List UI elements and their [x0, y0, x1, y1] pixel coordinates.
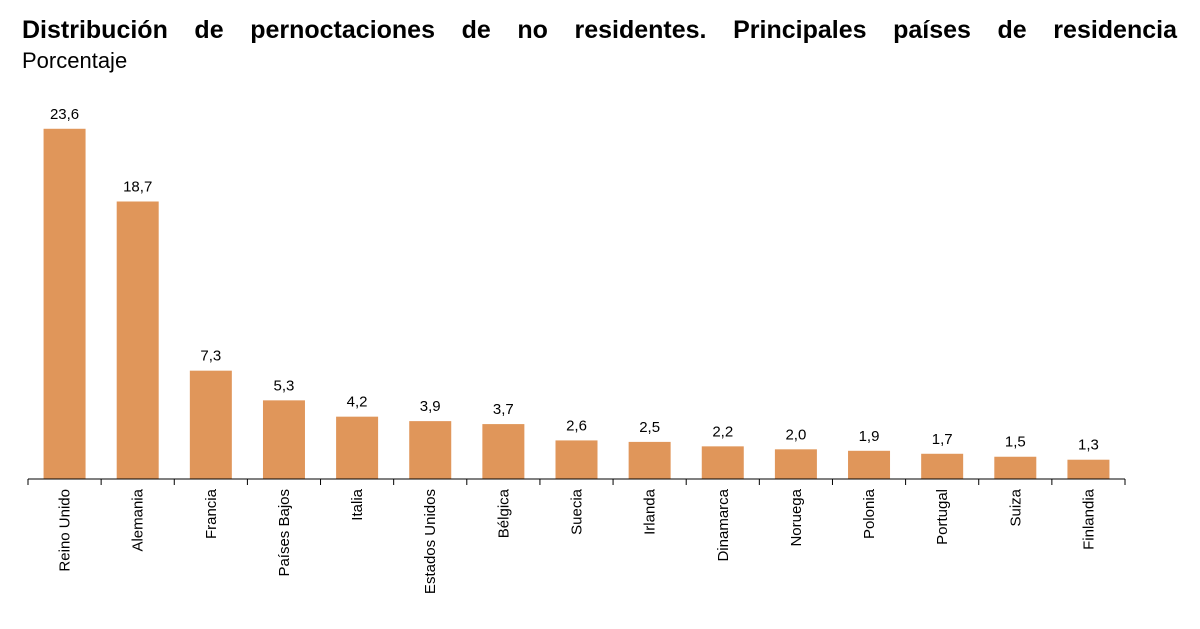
bar-francia: [189, 370, 232, 479]
data-label: 3,7: [493, 401, 514, 418]
category-label: Portugal: [934, 489, 951, 545]
chart-subtitle: Porcentaje: [22, 48, 128, 73]
bar-polonia: [848, 450, 891, 479]
data-label: 4,2: [347, 394, 368, 411]
bar-bélgica: [482, 424, 525, 479]
data-label: 3,9: [420, 398, 441, 415]
data-label: 2,6: [566, 417, 587, 434]
bar-noruega: [774, 449, 817, 479]
data-labels-group: 23,6 18,7 7,3 5,3 4,2 3,9 3,7 2,6 2,5 2,2 2,0 1,9 1,…: [50, 106, 1099, 454]
category-label: Irlanda: [642, 488, 659, 535]
category-label: Noruega: [788, 488, 805, 546]
category-label: Polonia: [861, 488, 878, 539]
bar-italia: [336, 416, 379, 479]
bar-dinamarca: [701, 446, 744, 479]
data-label: 7,3: [200, 348, 221, 365]
bar-portugal: [921, 453, 964, 479]
category-label: Francia: [203, 488, 220, 539]
data-label: 1,3: [1078, 437, 1099, 454]
category-label: Estados Unidos: [422, 489, 439, 594]
bar-finlandia: [1067, 459, 1110, 479]
category-label: Reino Unido: [57, 489, 74, 572]
data-label: 2,5: [639, 419, 660, 436]
category-label: Italia: [349, 488, 366, 520]
data-label: 1,9: [859, 428, 880, 445]
bar-suiza: [994, 456, 1037, 479]
bars-group: [43, 128, 1110, 479]
data-label: 5,3: [274, 377, 295, 394]
category-label: Suecia: [569, 488, 586, 535]
category-label: Bélgica: [495, 488, 512, 538]
category-label: Suiza: [1007, 488, 1024, 526]
bar-irlanda: [628, 441, 671, 479]
data-label: 2,2: [712, 423, 733, 440]
data-label: 23,6: [50, 106, 79, 123]
category-label: Países Bajos: [276, 489, 293, 577]
chart-title: Distribución de pernoctaciones de no res…: [22, 16, 1177, 44]
category-label: Dinamarca: [715, 488, 732, 561]
bar-suecia: [555, 440, 598, 479]
data-label: 2,0: [785, 426, 806, 443]
bar-reino-unido: [43, 128, 86, 479]
x-axis-ticks-group: [27, 479, 1126, 485]
data-label: 1,7: [932, 431, 953, 448]
data-label: 18,7: [123, 178, 152, 195]
category-label: Finlandia: [1080, 488, 1097, 550]
bar-países-bajos: [262, 400, 305, 479]
bar-estados-unidos: [409, 421, 452, 479]
category-label: Alemania: [130, 488, 147, 551]
bar-alemania: [116, 201, 159, 479]
data-label: 1,5: [1005, 434, 1026, 451]
category-labels-group: Reino Unido Alemania Francia Países Bajos It…: [57, 488, 1098, 594]
